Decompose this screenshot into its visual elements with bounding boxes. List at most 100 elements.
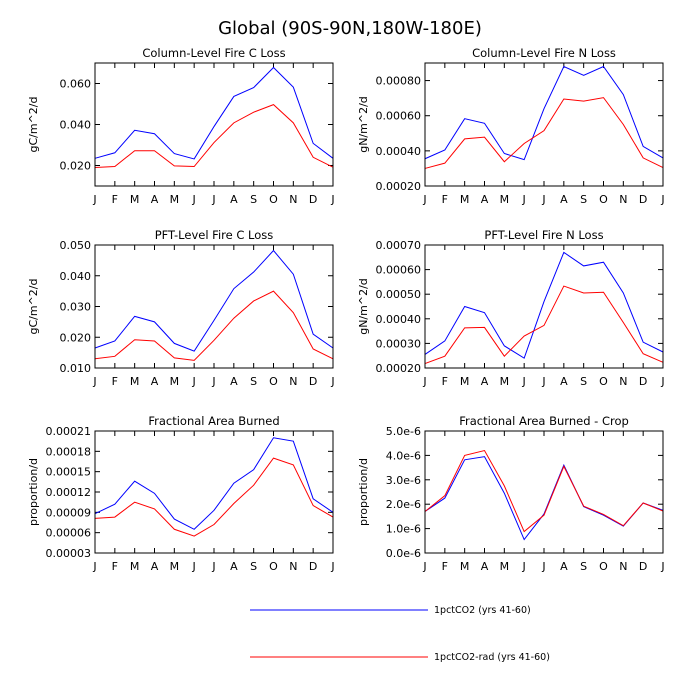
- y-tick-label: 0.00003: [46, 547, 92, 560]
- series-line-0: [94, 66, 334, 160]
- panel-title: PFT-Level Fire C Loss: [155, 228, 274, 242]
- x-tick-label: J: [330, 375, 334, 388]
- x-tick-label: D: [309, 375, 317, 388]
- x-tick-label: J: [522, 560, 526, 573]
- y-tick-label: 2.0e-6: [386, 498, 421, 511]
- x-tick-label: S: [250, 560, 257, 573]
- y-tick-label: 0.040: [60, 119, 92, 132]
- x-tick-label: N: [289, 560, 297, 573]
- x-tick-label: M: [130, 560, 140, 573]
- x-tick-label: M: [170, 193, 180, 206]
- plot-frame: [424, 244, 664, 369]
- x-tick-label: J: [211, 375, 215, 388]
- series-line-1: [94, 457, 334, 537]
- x-tick-label: N: [619, 560, 627, 573]
- y-axis-label: gN/m^2/d: [357, 278, 370, 335]
- x-tick-label: M: [130, 193, 140, 206]
- series-line-1: [94, 104, 334, 169]
- x-tick-label: F: [112, 193, 118, 206]
- y-tick-label: 0.030: [60, 301, 92, 314]
- x-tick-label: J: [192, 375, 196, 388]
- series-line-1: [424, 97, 664, 169]
- y-tick-label: 0.00040: [376, 145, 422, 158]
- legend-label-1: 1pctCO2-rad (yrs 41-60): [434, 652, 550, 663]
- x-tick-label: D: [639, 193, 647, 206]
- y-axis-label: proportion/d: [357, 458, 370, 526]
- x-tick-label: F: [112, 375, 118, 388]
- x-tick-label: M: [130, 375, 140, 388]
- x-tick-label: A: [481, 560, 489, 573]
- y-tick-label: 0.00030: [376, 337, 422, 350]
- y-tick-label: 1.0e-6: [386, 523, 421, 536]
- y-tick-label: 0.0e-6: [386, 547, 421, 560]
- x-tick-label: M: [460, 560, 470, 573]
- x-tick-label: M: [500, 560, 510, 573]
- x-tick-label: N: [289, 193, 297, 206]
- x-tick-label: J: [422, 560, 426, 573]
- x-tick-label: F: [442, 375, 448, 388]
- x-tick-label: A: [481, 193, 489, 206]
- x-tick-label: O: [599, 375, 608, 388]
- y-tick-label: 5.0e-6: [386, 425, 421, 438]
- plot-frame: [424, 62, 664, 187]
- plot-frame: [94, 430, 334, 554]
- legend: 1pctCO2 (yrs 41-60) 1pctCO2-rad (yrs 41-…: [250, 605, 550, 663]
- series-line-0: [424, 65, 664, 161]
- x-tick-label: N: [619, 193, 627, 206]
- y-tick-label: 3.0e-6: [386, 474, 421, 487]
- x-tick-label: J: [660, 560, 664, 573]
- plot-frame: [424, 430, 664, 554]
- x-tick-label: O: [599, 560, 608, 573]
- figure-title: Global (90S-90N,180W-180E): [218, 18, 482, 39]
- y-tick-label: 0.00006: [46, 527, 92, 540]
- x-tick-label: M: [500, 375, 510, 388]
- y-tick-label: 0.00080: [376, 75, 422, 88]
- x-tick-label: A: [151, 375, 159, 388]
- y-tick-label: 0.00015: [46, 466, 92, 479]
- series-line-1: [424, 449, 664, 533]
- x-tick-label: O: [269, 560, 278, 573]
- x-tick-label: M: [170, 375, 180, 388]
- x-tick-label: A: [481, 375, 489, 388]
- x-tick-label: S: [580, 193, 587, 206]
- series-line-0: [94, 249, 334, 352]
- y-tick-label: 0.00020: [376, 362, 422, 375]
- plot-frame: [94, 244, 334, 369]
- y-tick-label: 0.020: [60, 160, 92, 173]
- x-tick-label: J: [422, 375, 426, 388]
- x-tick-label: O: [269, 193, 278, 206]
- x-tick-label: A: [560, 560, 568, 573]
- x-tick-label: M: [460, 193, 470, 206]
- x-tick-label: M: [500, 193, 510, 206]
- panel-title: PFT-Level Fire N Loss: [484, 228, 603, 242]
- y-tick-label: 0.060: [60, 78, 92, 91]
- x-tick-label: J: [192, 560, 196, 573]
- x-tick-label: D: [309, 193, 317, 206]
- x-tick-label: A: [151, 193, 159, 206]
- x-tick-label: J: [92, 193, 96, 206]
- x-tick-label: M: [170, 560, 180, 573]
- y-tick-label: 0.00018: [46, 445, 92, 458]
- panel-title: Column-Level Fire C Loss: [142, 46, 285, 60]
- x-tick-label: J: [522, 193, 526, 206]
- y-tick-label: 0.020: [60, 331, 92, 344]
- x-tick-label: O: [269, 375, 278, 388]
- y-tick-label: 0.00050: [376, 288, 422, 301]
- x-tick-label: F: [442, 193, 448, 206]
- series-line-1: [424, 285, 664, 365]
- x-tick-label: M: [460, 375, 470, 388]
- series-line-1: [94, 290, 334, 361]
- x-tick-label: J: [522, 375, 526, 388]
- x-tick-label: J: [541, 375, 545, 388]
- y-tick-label: 4.0e-6: [386, 449, 421, 462]
- legend-label-0: 1pctCO2 (yrs 41-60): [434, 605, 531, 616]
- x-tick-label: J: [92, 560, 96, 573]
- x-tick-label: A: [151, 560, 159, 573]
- y-tick-label: 0.00060: [376, 110, 422, 123]
- x-tick-label: J: [330, 193, 334, 206]
- y-tick-label: 0.00060: [376, 264, 422, 277]
